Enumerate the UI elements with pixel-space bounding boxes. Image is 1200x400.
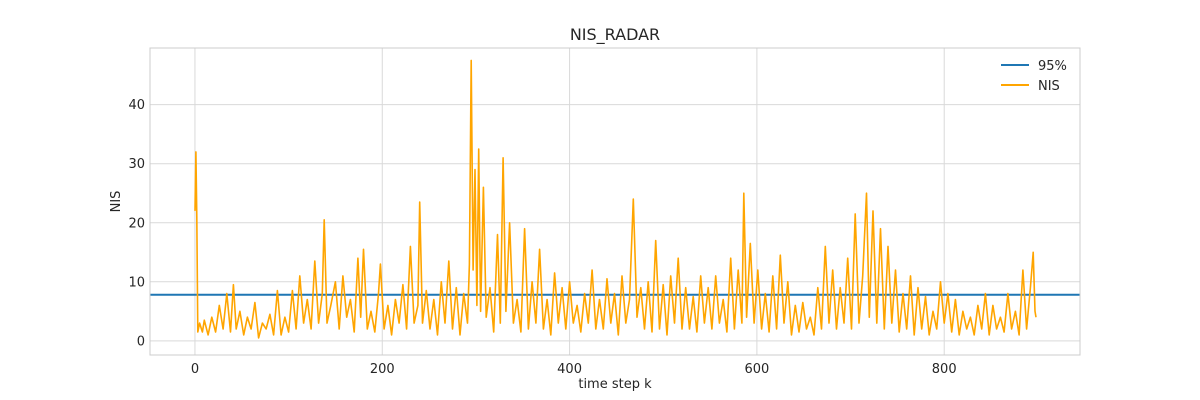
grid — [150, 48, 1080, 355]
x-tick-label: 400 — [557, 362, 582, 377]
legend-label-threshold: 95% — [1038, 59, 1067, 74]
plot-frame — [149, 47, 1081, 356]
x-tick-label: 200 — [370, 362, 395, 377]
y-axis-label: NIS — [109, 191, 124, 213]
y-tick-label: 20 — [128, 216, 145, 231]
x-tick-label: 600 — [744, 362, 769, 377]
y-tick-label: 0 — [137, 334, 145, 349]
chart-title: NIS_RADAR — [570, 25, 660, 45]
x-tick-label: 800 — [932, 362, 957, 377]
y-tick-label: 40 — [128, 98, 145, 113]
nis-series-line — [194, 59, 1037, 339]
x-tick-label: 0 — [191, 362, 199, 377]
data-layer — [150, 59, 1080, 339]
tick-labels: 0 200 400 600 800 0 10 20 30 40 — [128, 98, 956, 377]
legend: 95% NIS — [1001, 59, 1067, 94]
legend-label-nis: NIS — [1038, 79, 1060, 94]
y-tick-label: 10 — [128, 275, 145, 290]
x-axis-label: time step k — [578, 377, 652, 392]
y-tick-label: 30 — [128, 157, 145, 172]
